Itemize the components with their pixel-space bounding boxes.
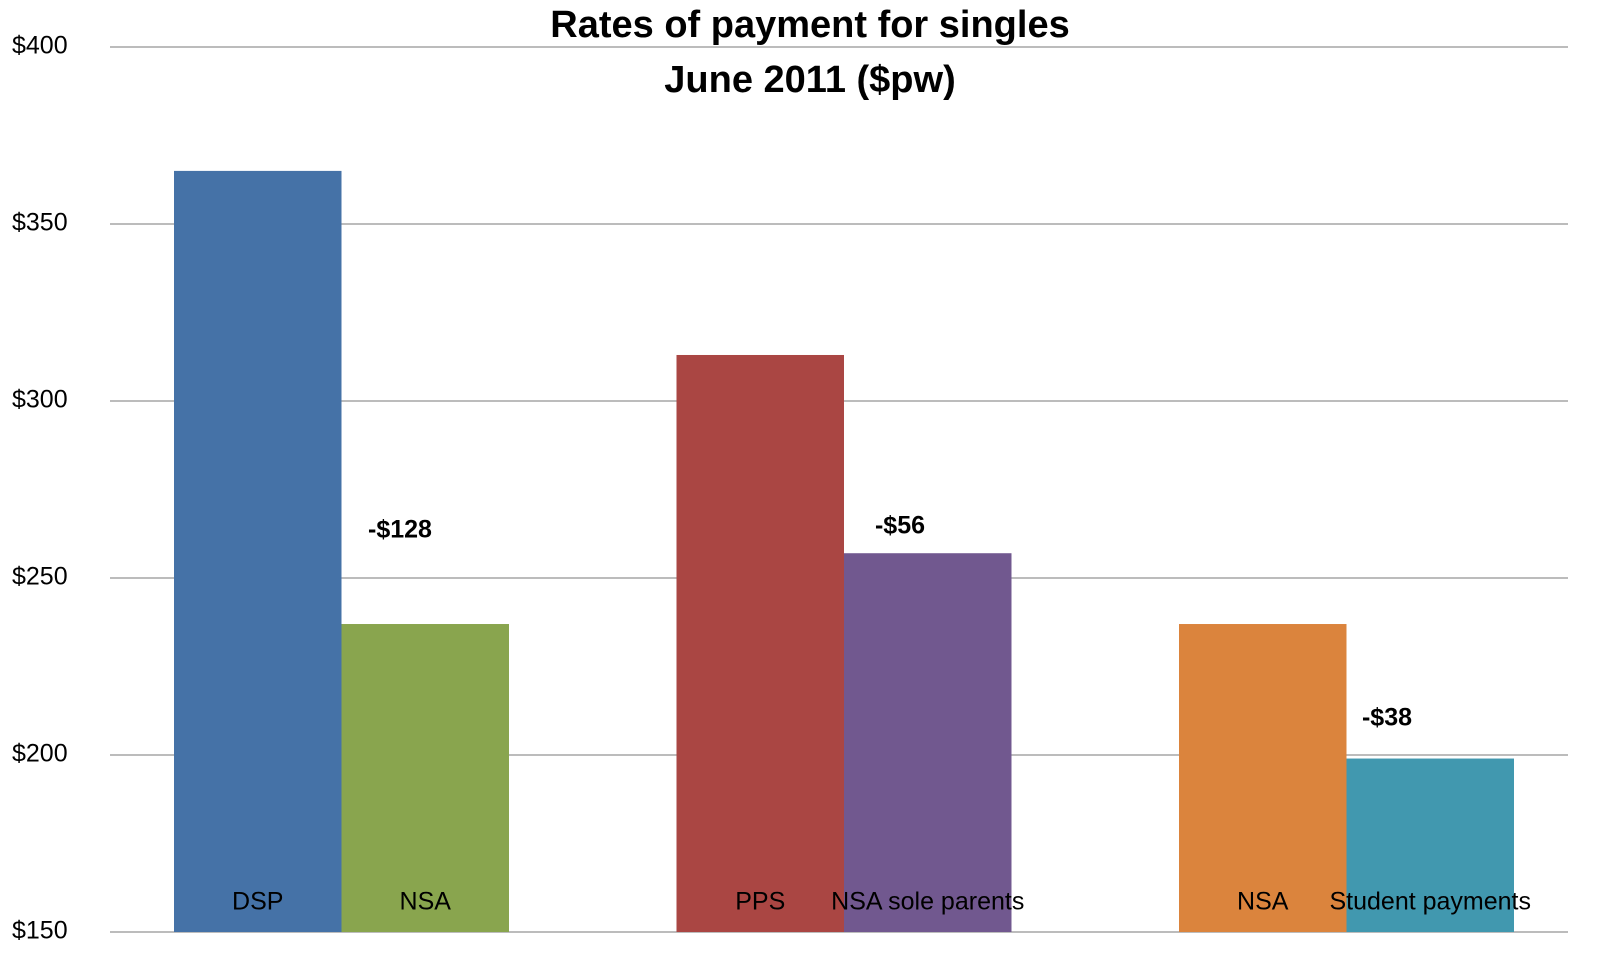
category-label: Student payments [1329,888,1531,916]
bar [676,354,844,933]
category-label: NSA [1237,888,1289,916]
bar [341,624,509,932]
difference-label: -$128 [368,516,432,544]
y-tick-label: $150 [12,917,68,945]
bar [844,553,1012,932]
category-label: NSA sole parents [831,888,1024,916]
category-label: DSP [232,888,283,916]
bar [1346,758,1514,932]
chart-subtitle: June 2011 ($pw) [664,59,955,101]
bar [174,170,342,932]
y-tick-label: $400 [12,32,68,60]
bar [1179,624,1347,932]
y-tick-label: $350 [12,209,68,237]
category-label: PPS [735,888,785,916]
chart-title: Rates of payment for singles [550,4,1069,46]
y-tick-label: $300 [12,386,68,414]
category-label: NSA [400,888,452,916]
difference-label: -$56 [875,512,925,540]
difference-label: -$38 [1362,704,1412,732]
y-tick-label: $250 [12,563,68,591]
y-tick-label: $200 [12,740,68,768]
